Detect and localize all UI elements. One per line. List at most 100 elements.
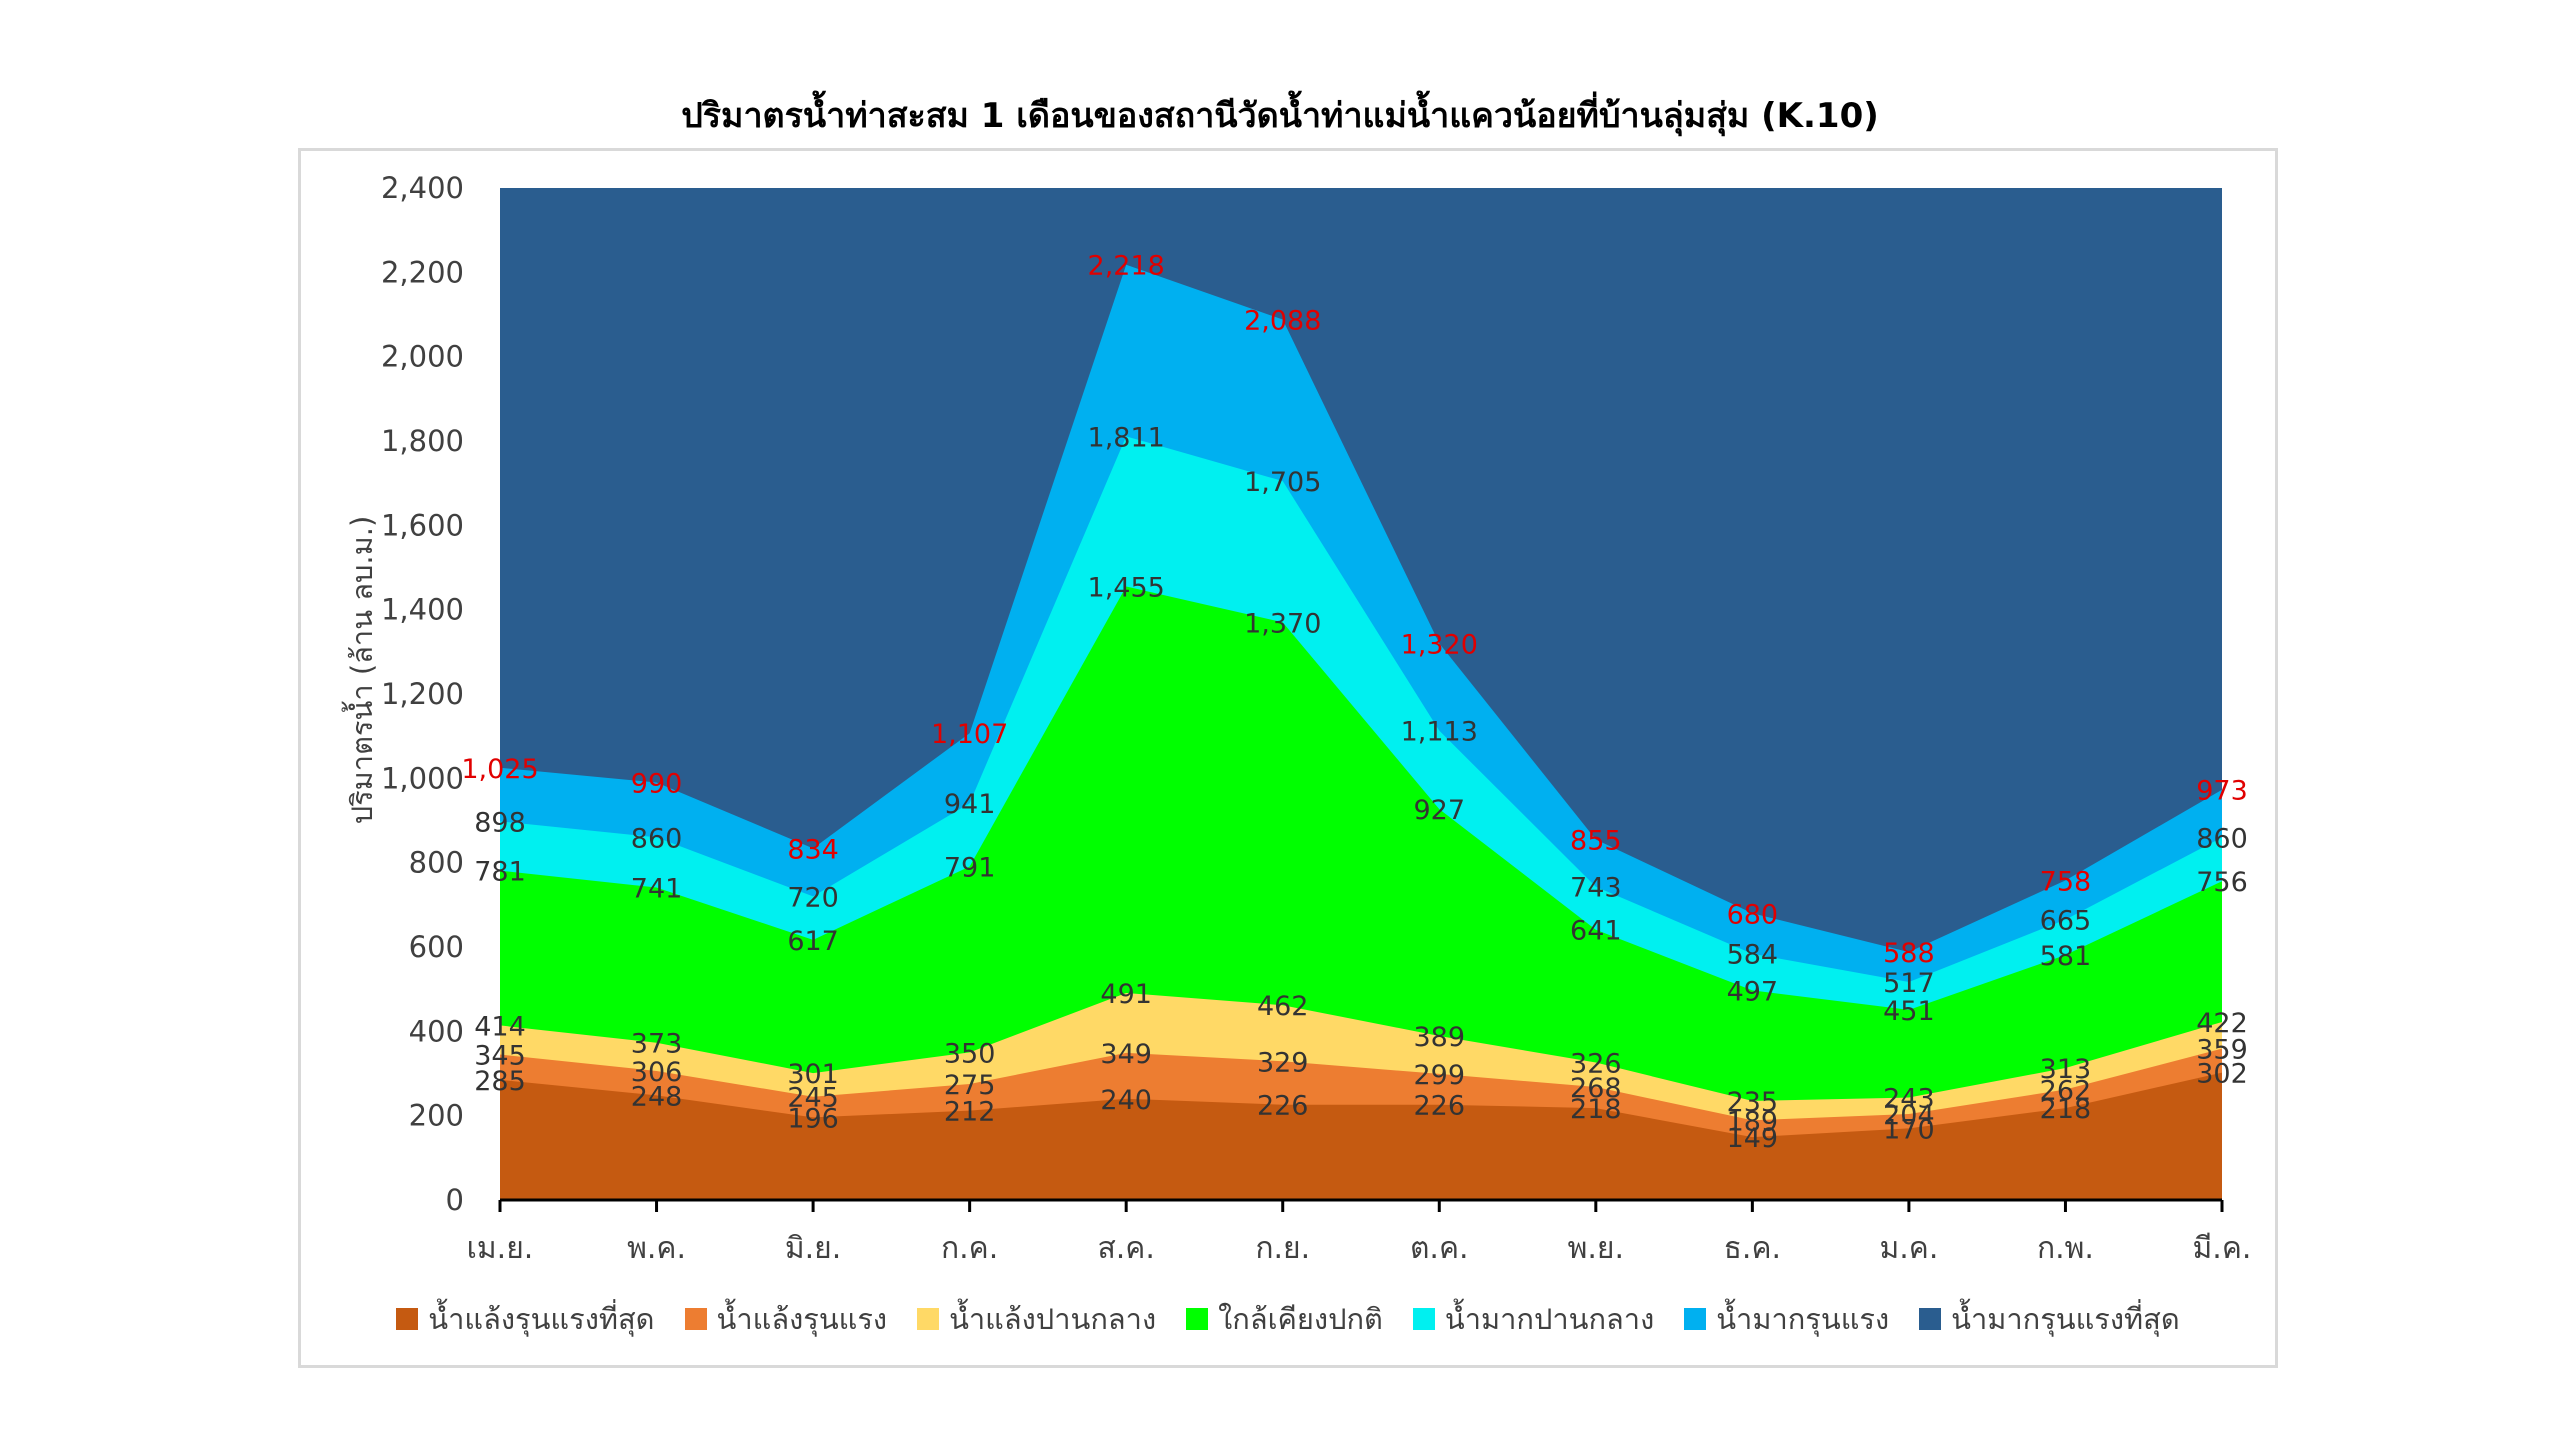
data-label: 226	[1257, 1091, 1309, 1122]
data-label: 860	[631, 823, 683, 854]
chart-title: ปริมาตรน้ำท่าสะสม 1 เดือนของสถานีวัดน้ำท…	[681, 96, 1879, 136]
x-tick-label: ส.ค.	[1097, 1231, 1154, 1266]
data-label: 189	[1727, 1106, 1779, 1137]
data-label: 414	[474, 1011, 526, 1042]
area-layer	[500, 188, 2222, 1200]
data-label: 491	[1100, 979, 1152, 1010]
legend-item-3: ใกล้เคียงปกติ	[1186, 1296, 1383, 1342]
x-tick-label: ม.ค.	[1879, 1231, 1938, 1266]
legend-item-2: น้ำแล้งปานกลาง	[917, 1296, 1156, 1342]
legend-label: น้ำมากปานกลาง	[1444, 1302, 1655, 1336]
data-label: 218	[2040, 1094, 2092, 1125]
legend-label: น้ำมากรุนแรง	[1716, 1302, 1890, 1336]
legend-swatch	[1412, 1308, 1435, 1330]
data-label: 345	[474, 1041, 526, 1072]
axes-layer: เม.ย. พ.ค. มิ.ย. ก.ค. ส.ค. ก.ย. ต.ค. พ.ย. ธ.ค. ม.…	[341, 171, 2251, 1266]
data-label: 235	[1727, 1087, 1779, 1118]
y-tick-label: 200	[409, 1099, 464, 1133]
data-label: 756	[2196, 867, 2248, 898]
x-tick-label: เม.ย.	[467, 1231, 534, 1266]
data-label: 226	[1413, 1091, 1465, 1122]
legend-swatch	[1186, 1308, 1209, 1330]
data-labels-layer: 285 248 196 212 240 226 226 218 149 170 218 302 345 3…	[461, 251, 2247, 1154]
data-label: 834	[787, 834, 839, 865]
data-label: 1,370	[1244, 608, 1321, 639]
data-label: 855	[1570, 825, 1622, 856]
data-label: 743	[1570, 873, 1622, 904]
x-tick-label: มิ.ย.	[785, 1231, 841, 1266]
data-label: 451	[1883, 996, 1935, 1027]
data-label: 1,107	[931, 719, 1008, 750]
area-series-0	[500, 1072, 2222, 1200]
data-label: 462	[1257, 991, 1309, 1022]
data-label: 301	[787, 1059, 839, 1090]
data-label: 927	[1413, 795, 1465, 826]
data-label: 243	[1883, 1084, 1935, 1115]
data-label: 149	[1727, 1123, 1779, 1154]
data-label: 275	[944, 1070, 996, 1101]
data-label: 196	[787, 1103, 839, 1134]
y-tick-label: 400	[409, 1014, 464, 1048]
data-label: 581	[2040, 941, 2092, 972]
data-label: 990	[631, 769, 683, 800]
x-tick-label: ธ.ค.	[1724, 1231, 1781, 1266]
data-label: 170	[1883, 1114, 1935, 1145]
data-label: 373	[631, 1029, 683, 1060]
legend-item-5: น้ำมากรุนแรง	[1684, 1296, 1889, 1342]
x-tick-label: ก.ย.	[1255, 1231, 1310, 1266]
y-tick-label: 1,400	[381, 593, 464, 627]
legend-swatch	[684, 1308, 707, 1330]
data-label: 791	[944, 852, 996, 883]
legend-swatch	[396, 1308, 419, 1330]
data-label: 313	[2040, 1054, 2092, 1085]
data-label: 898	[474, 807, 526, 838]
y-tick-label: 2,200	[381, 255, 464, 289]
legend-swatch	[1684, 1308, 1707, 1330]
data-label: 641	[1570, 916, 1622, 947]
data-label: 422	[2196, 1008, 2248, 1039]
chart-frame	[298, 148, 2278, 1368]
data-label: 665	[2040, 906, 2092, 937]
legend-swatch	[917, 1308, 940, 1330]
data-label: 680	[1727, 899, 1779, 930]
y-tick-label: 1,200	[381, 677, 464, 711]
x-tick-label: พ.ย.	[1568, 1231, 1624, 1266]
data-label: 1,113	[1401, 717, 1478, 748]
data-label: 306	[631, 1057, 683, 1088]
data-label: 860	[2196, 823, 2248, 854]
data-label: 1,320	[1401, 629, 1478, 660]
data-label: 268	[1570, 1073, 1622, 1104]
data-label: 941	[944, 789, 996, 820]
data-label: 218	[1570, 1094, 1622, 1125]
data-label: 302	[2196, 1059, 2248, 1090]
area-series-3	[500, 586, 2222, 1200]
data-label: 1,705	[1244, 467, 1321, 498]
data-label: 389	[1413, 1022, 1465, 1053]
data-label: 349	[1100, 1039, 1152, 1070]
data-label: 285	[474, 1066, 526, 1097]
data-label: 2,088	[1244, 306, 1321, 337]
data-label: 1,025	[461, 754, 538, 785]
data-label: 359	[2196, 1035, 2248, 1066]
data-label: 1,455	[1088, 572, 1165, 603]
y-tick-label: 600	[409, 930, 464, 964]
y-tick-label: 1,000	[381, 761, 464, 795]
x-tick-label: ก.พ.	[2037, 1231, 2094, 1266]
y-tick-label: 2,400	[381, 171, 464, 205]
legend: น้ำแล้งรุนแรงที่สุด น้ำแล้งรุนแรง น้ำแล้งป…	[298, 1296, 2278, 1342]
legend-label: น้ำแล้งปานกลาง	[949, 1302, 1157, 1336]
legend-swatch	[1919, 1308, 1942, 1330]
y-tick-label: 0	[446, 1183, 464, 1217]
x-tick-label: พ.ค.	[627, 1231, 686, 1266]
y-axis-title: ปริมาตรน้ำ (ล้าน ลบ.ม.)	[341, 516, 379, 825]
data-label: 248	[631, 1081, 683, 1112]
data-label: 781	[474, 857, 526, 888]
legend-label: น้ำมากรุนแรงที่สุด	[1951, 1302, 2180, 1336]
legend-label: น้ำแล้งรุนแรงที่สุด	[428, 1302, 655, 1336]
y-tick-label: 1,800	[381, 424, 464, 458]
y-tick-label: 2,000	[381, 340, 464, 374]
data-label: 1,811	[1088, 422, 1165, 453]
data-label: 758	[2040, 866, 2092, 897]
x-tick-label: ก.ค.	[941, 1231, 998, 1266]
